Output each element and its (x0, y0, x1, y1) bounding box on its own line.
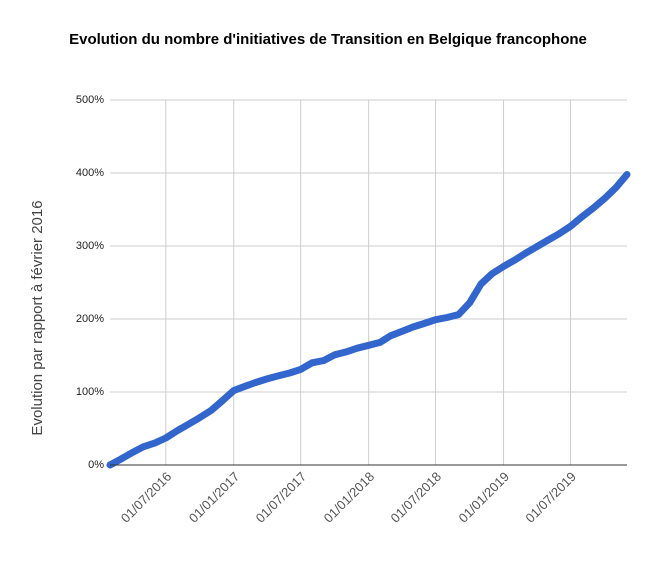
data-line (106, 171, 631, 469)
y-tick-label: 300% (76, 240, 104, 252)
x-tick-label: 01/01/2018 (321, 469, 378, 526)
y-tick-label: 500% (76, 94, 104, 106)
y-tick-label: 200% (76, 313, 104, 325)
x-tick-label: 01/07/2017 (253, 469, 310, 526)
y-tick-label: 0% (88, 459, 104, 471)
x-tick-label: 01/01/2019 (455, 469, 512, 526)
x-tick-label: 01/07/2019 (522, 469, 579, 526)
y-tick-label: 400% (76, 167, 104, 179)
x-tick-label: 01/07/2018 (388, 469, 445, 526)
chart-title: Evolution du nombre d'initiatives de Tra… (69, 31, 587, 48)
grid (110, 99, 627, 466)
x-tick-label: 01/07/2016 (118, 469, 175, 526)
y-axis-title: Evolution par rapport à février 2016 (29, 200, 46, 435)
plot (106, 171, 631, 469)
x-tick-label: 01/01/2017 (186, 469, 243, 526)
y-tick-label: 100% (76, 386, 104, 398)
